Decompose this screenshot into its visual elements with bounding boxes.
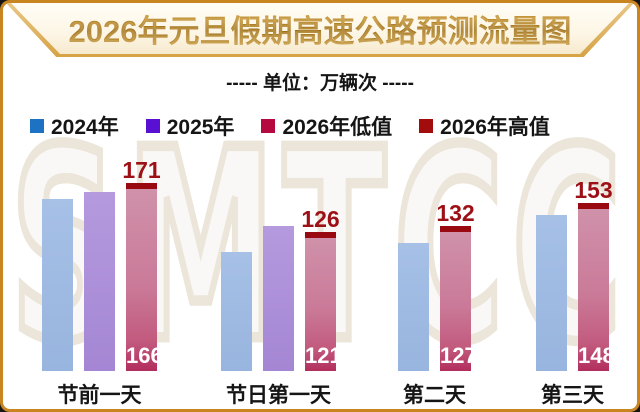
bar-2025 [84,192,115,371]
bar-cluster: 171 166 [42,159,163,371]
high-value-label: 132 [436,200,475,226]
chart-content: ----- 单位：万辆次 ----- 2024年 2025年 2026年低值 2026… [3,3,637,407]
legend-swatch [261,119,276,133]
category-label: 第三天 [541,384,604,407]
bar-2024 [42,199,73,371]
bar-2026: 126 121 [301,208,342,371]
legend-item: 2026年低值 [261,111,392,141]
low-value-label: 127 [440,343,477,368]
bar-cluster: 153 148 [536,179,615,371]
bar-2026: 171 166 [122,159,163,371]
category-label: 节前一天 [57,384,142,407]
page-title: 2026年元旦假期高速公路预测流量图 [69,6,572,51]
legend-label: 2026年低值 [282,116,393,139]
high-value-label: 171 [122,157,161,183]
title-banner-inner: 2026年元旦假期高速公路预测流量图 [10,3,630,54]
low-value-label: 121 [305,343,342,368]
bar-group: 126 121 节日第一天 [221,208,342,409]
legend-swatch [145,119,160,133]
bar-2026-high-cap [305,232,336,238]
bar-group: 153 148 第三天 [536,179,615,409]
bar-2026: 153 148 [574,179,615,371]
bar-2024 [398,243,429,371]
legend-item: 2026年高值 [419,111,550,141]
category-label: 第二天 [403,384,466,407]
legend-item: 2025年 [145,111,235,141]
bar-2024 [221,252,252,371]
legend-item: 2024年 [30,111,119,141]
high-value-label: 126 [301,206,340,232]
bar-2024 [536,215,567,371]
bar-2026-high-cap [440,226,471,232]
unit-note: ----- 单位：万辆次 ----- [226,73,414,94]
bar-2026-high-cap [126,183,157,189]
plot-area: 171 166 节前一天 126 121 节日第一天 132 127 第二天 153 148 第三天 [3,159,637,407]
legend-label: 2026年高值 [440,116,550,139]
bar-cluster: 132 127 [398,202,477,371]
legend-swatch [30,119,44,133]
legend-label: 2025年 [166,116,235,139]
legend-swatch [419,119,434,133]
category-label: 节日第一天 [226,384,331,407]
legend-label: 2024年 [51,116,119,139]
legend: 2024年 2025年 2026年低值 2026年高值 [30,111,637,141]
low-value-label: 166 [126,343,163,368]
bar-group: 171 166 节前一天 [42,159,163,409]
bar-group: 132 127 第二天 [398,202,477,409]
bar-cluster: 126 121 [221,208,342,371]
title-banner: 2026年元旦假期高速公路预测流量图 [6,3,634,57]
bar-2025 [263,226,294,371]
low-value-label: 148 [578,343,615,368]
bar-2026: 132 127 [436,202,477,371]
bar-2026-high-cap [578,203,609,209]
high-value-label: 153 [574,177,613,203]
